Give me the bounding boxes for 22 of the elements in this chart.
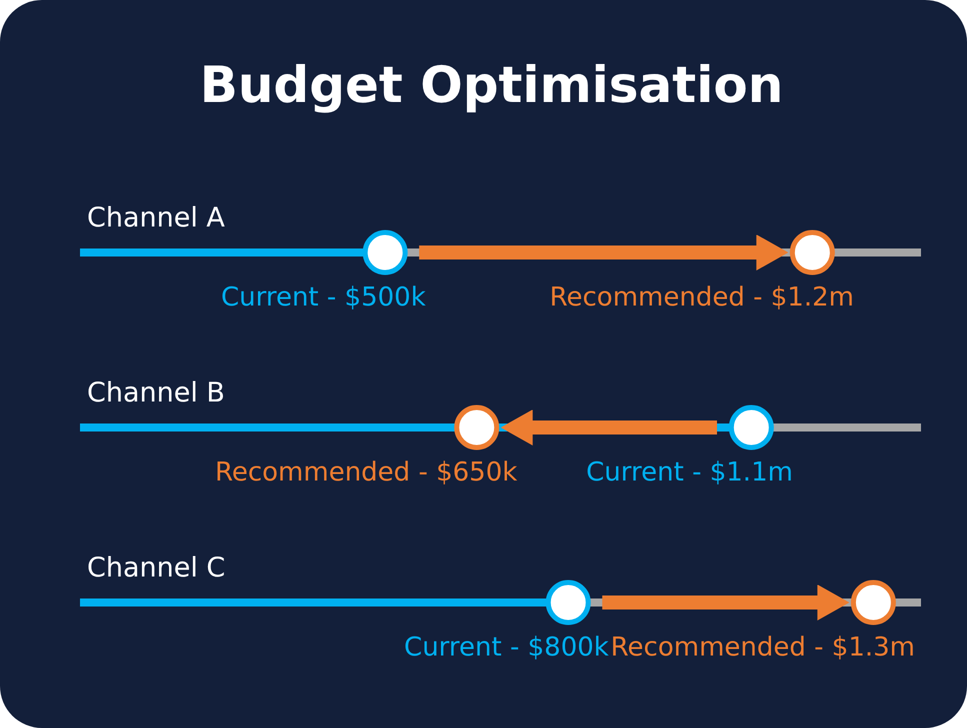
data-label: $1.2m [770, 282, 854, 312]
point [790, 230, 835, 275]
point [728, 405, 774, 450]
text: Current - [404, 632, 520, 662]
data-label: $500k [344, 282, 426, 312]
data-label: $1.1m [710, 458, 793, 488]
text: Recommended - [610, 632, 824, 662]
point [850, 580, 896, 625]
point [454, 405, 500, 450]
point [362, 230, 408, 275]
series-label: Current - [220, 282, 336, 312]
point [546, 580, 591, 625]
data-label: $800k [528, 632, 609, 662]
series-label: Recommended - [214, 458, 428, 488]
y-tick-label: Channel B [87, 378, 225, 408]
y-tick-label: Channel C [87, 552, 226, 584]
y-tick-label: Channel A [87, 202, 226, 234]
text: Current - [586, 458, 702, 488]
data-label: $1.3m [832, 632, 916, 662]
chart-title: Budget Optimisation [200, 56, 784, 114]
text: Recommended - [550, 282, 762, 312]
data-label: $650k [436, 458, 518, 488]
